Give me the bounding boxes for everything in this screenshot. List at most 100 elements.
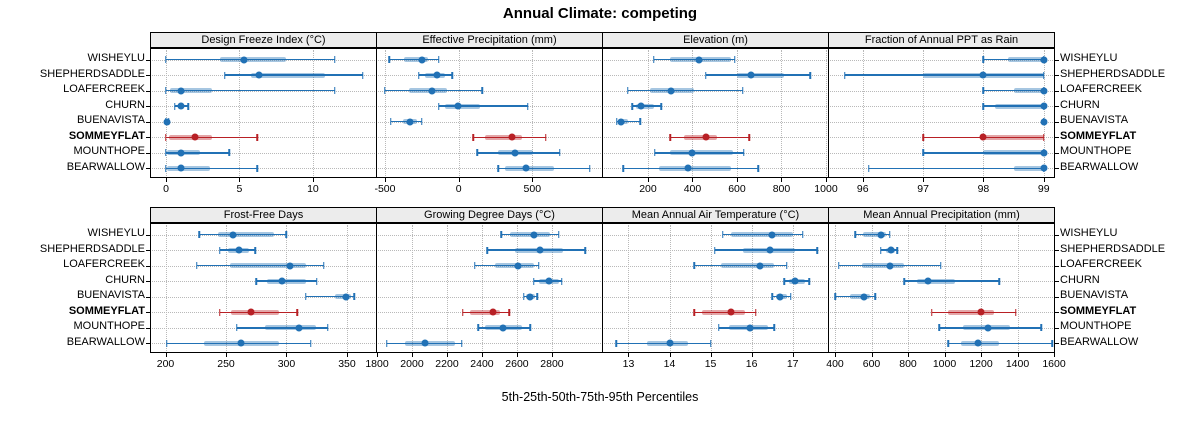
x-gridline — [781, 50, 783, 176]
whisker-cap-low — [652, 56, 655, 63]
whisker-cap-high — [481, 87, 483, 95]
x-axis-tick-label: 15 — [704, 358, 717, 370]
x-axis-tick — [165, 178, 167, 182]
x-gridline — [751, 225, 753, 351]
median-dot — [454, 102, 462, 110]
whisker-cap-low — [843, 71, 846, 79]
x-axis-tick-label: 14 — [663, 358, 676, 370]
y-gridline — [152, 168, 375, 170]
median-dot — [508, 133, 516, 141]
x-gridline — [983, 50, 985, 176]
x-gridline — [1043, 50, 1045, 176]
site-label-left-churn: CHURN — [105, 273, 145, 286]
y-axis-tick — [1055, 137, 1059, 139]
panel-strip-mean-annual-precipitation-mm: Mean Annual Precipitation (mm) — [828, 207, 1055, 223]
median-dot — [526, 293, 534, 301]
percentile-whisker — [462, 311, 510, 313]
x-axis-tick — [346, 353, 348, 357]
whisker-cap-high — [187, 102, 189, 110]
whisker-cap-high — [353, 293, 355, 301]
y-axis-tick — [146, 168, 150, 170]
panel-strip-fraction-of-annual-ppt-as-rain: Fraction of Annual PPT as Rain — [828, 32, 1055, 48]
percentile-whisker — [722, 233, 803, 236]
whisker-cap-high — [940, 262, 942, 270]
y-axis-tick — [146, 281, 150, 283]
y-gridline — [604, 327, 827, 329]
x-axis-tick-label: 5 — [236, 183, 243, 195]
whisker-cap-high — [1051, 339, 1053, 347]
iqr-band — [509, 232, 551, 237]
x-gridline — [286, 225, 288, 351]
whisker-cap-high — [461, 339, 463, 347]
whisker-cap-high — [639, 118, 641, 126]
whisker-cap-high — [896, 246, 898, 254]
y-gridline — [830, 250, 1053, 252]
whisker-cap-high — [228, 149, 230, 157]
whisker-cap-high — [757, 164, 759, 172]
whisker-cap-low — [693, 262, 695, 270]
x-gridline — [835, 225, 837, 351]
whisker-cap-high — [285, 231, 288, 238]
y-axis-tick — [1055, 250, 1059, 252]
panel-strip-title: Growing Degree Days (°C) — [424, 209, 555, 221]
whisker-cap-low — [947, 339, 949, 347]
x-axis-tick — [692, 178, 694, 182]
x-axis-tick — [516, 353, 518, 357]
x-axis-tick-label: 0 — [163, 183, 169, 195]
iqr-band — [1013, 165, 1044, 171]
median-dot — [177, 164, 185, 172]
whisker-cap-high — [998, 277, 1000, 285]
whisker-cap-high — [256, 133, 258, 141]
x-axis-tick — [384, 178, 386, 182]
median-dot — [247, 308, 255, 316]
x-axis-tick-label: 1200 — [969, 358, 993, 370]
median-dot — [688, 149, 696, 157]
panel-strip-elevation-m: Elevation (m) — [602, 32, 829, 48]
x-axis-tick — [825, 178, 827, 182]
x-axis-tick — [669, 353, 671, 357]
x-axis-tick — [710, 353, 712, 357]
percentile-whisker — [236, 327, 328, 329]
whisker-cap-high — [809, 71, 812, 79]
whisker-cap-low — [165, 164, 167, 172]
x-axis-tick-label: 1400 — [1005, 358, 1030, 370]
whisker-cap-low — [868, 164, 870, 172]
median-dot — [428, 87, 436, 95]
percentile-whisker — [474, 264, 539, 267]
percentile-whisker — [165, 89, 335, 92]
median-dot — [768, 231, 776, 238]
y-axis-tick — [146, 106, 150, 108]
site-label-left-loafercreek: LOAFERCREEK — [63, 83, 145, 96]
x-axis-tick-label: 2400 — [470, 358, 494, 370]
y-axis-tick — [146, 234, 150, 236]
median-dot — [756, 262, 764, 270]
y-gridline — [830, 106, 1053, 108]
whisker-cap-low — [783, 277, 786, 285]
y-axis-tick — [1055, 234, 1059, 236]
panel-strip-title: Mean Annual Air Temperature (°C) — [631, 209, 800, 221]
y-axis-tick — [1055, 106, 1059, 108]
iqr-band — [1007, 57, 1044, 62]
whisker-cap-high — [323, 262, 325, 270]
site-label-left-shepherdsaddle: SHEPHERDSADDLE — [39, 67, 145, 80]
median-dot — [514, 262, 522, 270]
median-dot — [1040, 87, 1048, 95]
x-gridline — [692, 50, 694, 176]
y-gridline — [378, 59, 601, 61]
percentile-whisker — [923, 152, 1044, 154]
whisker-cap-low — [165, 339, 168, 347]
iqr-band — [220, 57, 287, 62]
x-axis-tick-label: 97 — [917, 183, 929, 195]
median-dot — [637, 102, 645, 110]
x-axis-tick-label: 2200 — [435, 358, 459, 370]
whisker-cap-low — [722, 231, 724, 238]
percentile-whisker — [389, 58, 439, 61]
x-axis-tick — [781, 178, 783, 182]
iqr-band — [863, 232, 887, 237]
percentile-whisker — [694, 311, 756, 313]
median-dot — [974, 339, 982, 347]
panel-strip-title: Mean Annual Precipitation (mm) — [863, 209, 1020, 221]
site-label-right-sommeyflat: SOMMEYFLAT — [1060, 304, 1137, 317]
percentile-whisker — [199, 233, 287, 236]
whisker-cap-high — [558, 149, 561, 157]
